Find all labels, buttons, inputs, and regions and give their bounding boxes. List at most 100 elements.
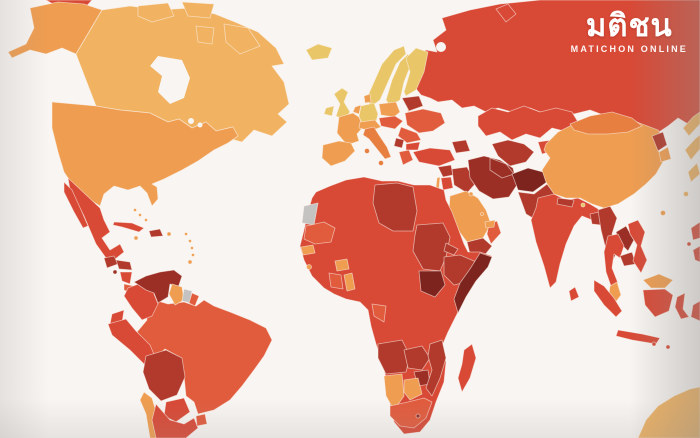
region-bolivia bbox=[142, 349, 186, 402]
region-namibia bbox=[383, 373, 405, 411]
region-sri-lanka bbox=[568, 286, 580, 302]
region-sierra-leone bbox=[306, 264, 312, 270]
region-novaya-zemlya bbox=[495, 3, 517, 23]
region-angola bbox=[377, 339, 411, 375]
region-thailand bbox=[603, 233, 625, 290]
region-qatar bbox=[480, 212, 484, 216]
region-cuba bbox=[112, 221, 145, 233]
region-mauritania bbox=[303, 221, 336, 245]
matichon-logo: มติชน MATICHON ONLINE bbox=[571, 10, 688, 54]
region-philippines bbox=[692, 245, 700, 263]
matichon-tagline: MATICHON ONLINE bbox=[570, 44, 688, 54]
region-sumatra bbox=[593, 279, 623, 318]
region-alaska bbox=[7, 1, 103, 59]
region-south-africa bbox=[389, 397, 433, 429]
region-libya bbox=[372, 182, 418, 232]
region-gabon-congo bbox=[371, 303, 387, 323]
region-united-kingdom bbox=[333, 87, 351, 121]
region-el-salvador bbox=[112, 269, 118, 275]
region-arctic-island bbox=[137, 2, 175, 23]
region-denmark bbox=[363, 93, 372, 104]
region-somalia bbox=[453, 252, 493, 314]
region-turkey bbox=[412, 147, 456, 167]
region-ireland bbox=[323, 105, 335, 117]
region-uae bbox=[484, 219, 496, 229]
region-greece bbox=[398, 149, 414, 166]
region-lesser-antilles bbox=[184, 232, 195, 265]
region-islands bbox=[665, 344, 671, 350]
region-romania bbox=[397, 126, 422, 144]
region-sulawesi bbox=[674, 292, 690, 320]
region-central-europe bbox=[378, 115, 404, 130]
hudson-bay bbox=[150, 56, 190, 104]
region-australia bbox=[637, 386, 700, 438]
region-japan bbox=[687, 162, 700, 183]
region-uruguay bbox=[195, 413, 208, 427]
region-jordan bbox=[440, 176, 454, 191]
region-honduras bbox=[115, 259, 133, 271]
region-french-guiana bbox=[188, 292, 200, 307]
region-bulgaria bbox=[405, 141, 421, 151]
region-japan bbox=[683, 191, 689, 197]
region-nepal bbox=[556, 197, 575, 208]
region-iberia bbox=[321, 140, 356, 167]
region-norway bbox=[365, 45, 407, 107]
region-south-korea bbox=[658, 146, 672, 163]
region-islands bbox=[651, 341, 657, 347]
region-alpine bbox=[358, 119, 382, 132]
region-belarus bbox=[401, 95, 424, 112]
region-indonesia-borneo bbox=[642, 288, 674, 318]
region-india bbox=[530, 193, 601, 289]
region-madagascar bbox=[457, 343, 477, 393]
region-bahamas bbox=[133, 208, 148, 222]
region-kuwait bbox=[468, 191, 474, 197]
region-mongolia bbox=[569, 111, 643, 135]
region-arctic-island bbox=[195, 25, 215, 45]
region-jamaica bbox=[133, 235, 139, 241]
region-bhutan bbox=[580, 202, 586, 208]
region-balkans bbox=[393, 137, 405, 149]
region-arctic-island bbox=[223, 23, 261, 55]
region-benelux bbox=[352, 104, 362, 115]
region-france bbox=[336, 112, 364, 146]
region-zambia bbox=[403, 345, 431, 371]
region-malaysia-borneo bbox=[642, 273, 674, 289]
region-sardinia bbox=[364, 148, 370, 154]
region-puerto-rico bbox=[166, 231, 172, 237]
region-ukraine bbox=[404, 108, 446, 134]
region-lesotho bbox=[415, 413, 421, 419]
great-lakes bbox=[197, 122, 203, 128]
region-mozambique bbox=[425, 339, 447, 397]
region-argentina bbox=[151, 403, 199, 438]
region-burkina-faso bbox=[334, 258, 350, 272]
region-finland bbox=[403, 47, 429, 97]
region-sicily bbox=[378, 160, 384, 166]
region-south-sudan bbox=[418, 270, 446, 298]
region-caucasus bbox=[451, 139, 471, 154]
great-lakes bbox=[188, 118, 194, 124]
region-north-korea bbox=[651, 131, 668, 152]
region-eritrea bbox=[443, 242, 459, 256]
region-japan bbox=[682, 111, 700, 137]
region-botswana bbox=[403, 377, 423, 401]
white-sea bbox=[436, 42, 446, 52]
region-hispaniola bbox=[148, 228, 164, 238]
region-ghana bbox=[343, 272, 356, 292]
region-west-papua bbox=[690, 300, 700, 322]
region-philippines bbox=[686, 241, 692, 247]
region-iceland bbox=[305, 43, 333, 61]
region-turkmenistan bbox=[489, 157, 515, 179]
region-senegal bbox=[300, 244, 316, 256]
matichon-brand-thai: มติชน bbox=[585, 8, 673, 43]
region-guyana bbox=[168, 283, 185, 306]
region-poland bbox=[378, 101, 401, 118]
region-italy bbox=[362, 126, 392, 160]
region-japan bbox=[684, 134, 700, 161]
region-vietnam bbox=[627, 219, 648, 274]
region-nicaragua bbox=[119, 271, 133, 285]
region-arctic-island bbox=[181, 1, 215, 19]
region-uzbekistan bbox=[491, 139, 535, 167]
region-philippines bbox=[690, 221, 700, 241]
